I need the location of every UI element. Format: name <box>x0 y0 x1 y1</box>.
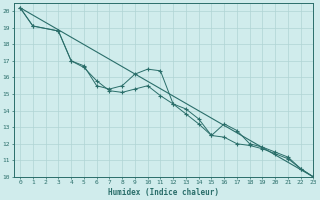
X-axis label: Humidex (Indice chaleur): Humidex (Indice chaleur) <box>108 188 219 197</box>
